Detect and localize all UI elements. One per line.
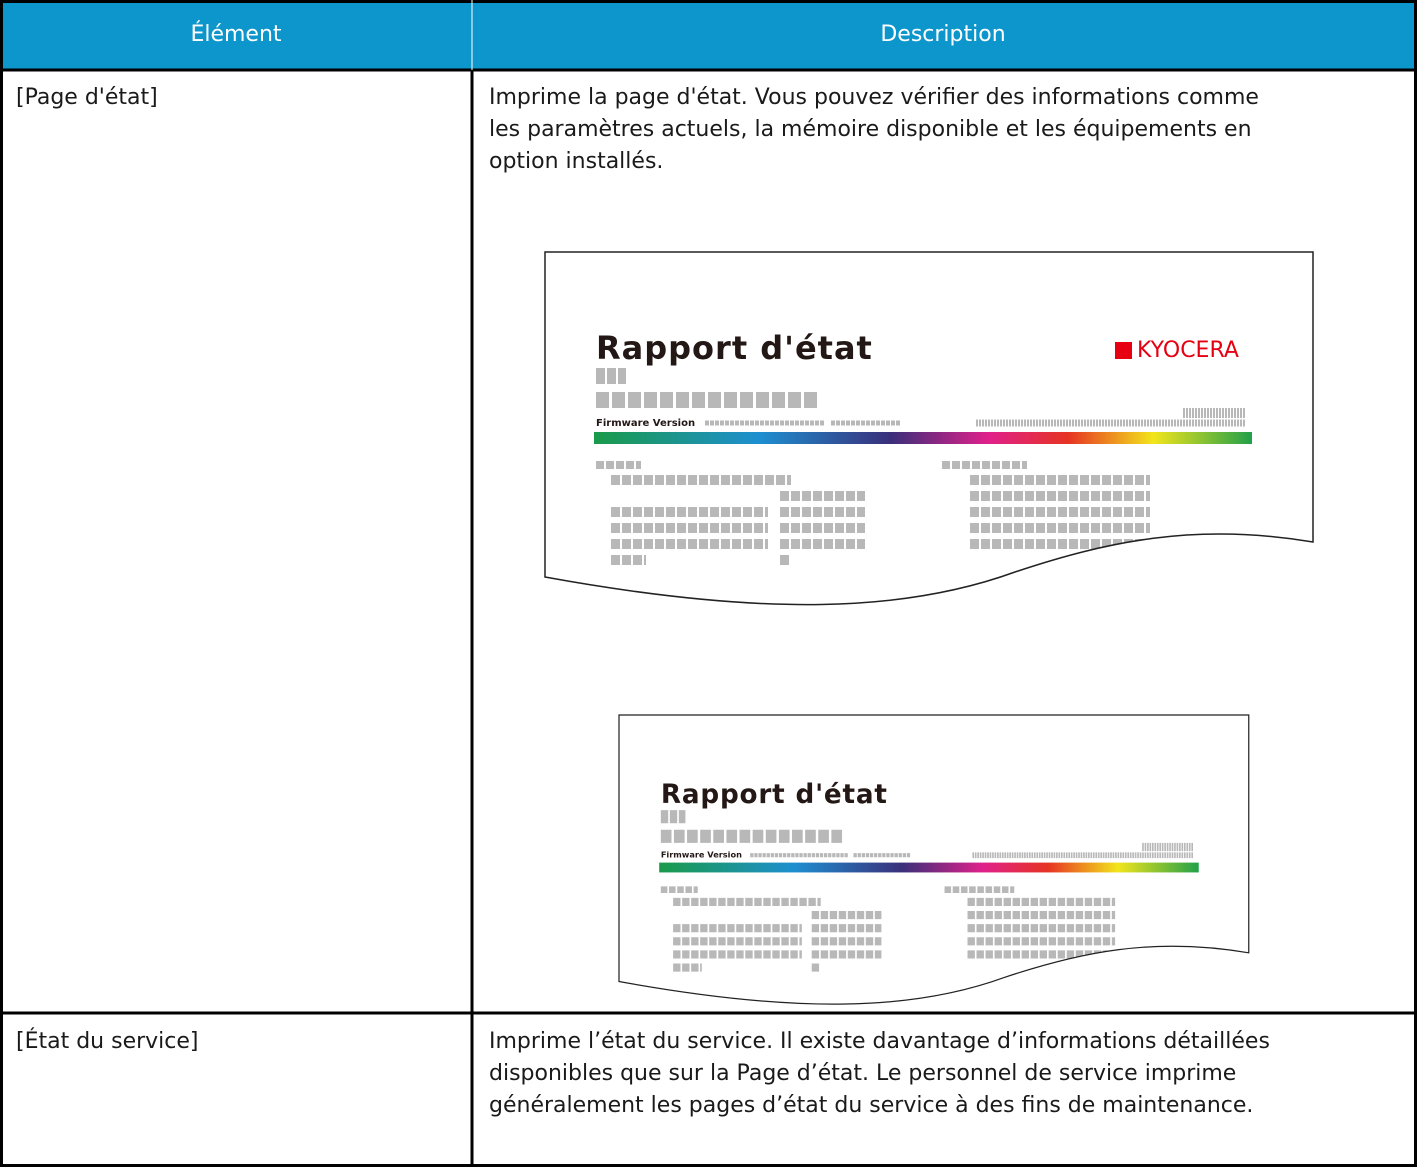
logo-icon — [1115, 342, 1132, 359]
description-line: les paramètres actuels, la mémoire dispo… — [489, 117, 1252, 142]
item-cell: [État du service] — [16, 1028, 199, 1054]
description-line: Imprime l’état du service. Il existe dav… — [489, 1029, 1270, 1054]
description-line: disponibles que sur la Page d’état. Le p… — [489, 1061, 1236, 1086]
description-line: Imprime la page d'état. Vous pouvez véri… — [489, 85, 1259, 110]
color-bar — [594, 432, 1252, 444]
paper — [618, 714, 1250, 1005]
header-background — [0, 0, 1417, 70]
header-cell: Élément — [190, 21, 281, 47]
status-page-illustration: Rapport d'état KYOCERA Firmware Version — [544, 251, 1314, 606]
paper-content: Rapport d'état Firmware Version — [659, 780, 1199, 972]
report-title: Rapport d'état — [596, 329, 873, 367]
report-title: Rapport d'état — [661, 780, 888, 810]
logo-text: KYOCERA — [1137, 338, 1239, 363]
paper — [544, 251, 1314, 606]
description-line: généralement les pages d’état du service… — [489, 1093, 1253, 1118]
item-cell: [Page d'état] — [16, 85, 158, 110]
header-cell: Description — [880, 22, 1005, 47]
description-line: option installés. — [489, 149, 663, 174]
firmware-label: Firmware Version — [661, 850, 742, 860]
color-bar — [659, 862, 1199, 873]
status-page-illustration: Rapport d'état Firmware Version — [618, 714, 1250, 1005]
descriptions: Imprime la page d'état. Vous pouvez véri… — [489, 85, 1270, 1118]
paper-content: Rapport d'état KYOCERA Firmware Version — [594, 329, 1252, 565]
firmware-label: Firmware Version — [596, 418, 695, 429]
